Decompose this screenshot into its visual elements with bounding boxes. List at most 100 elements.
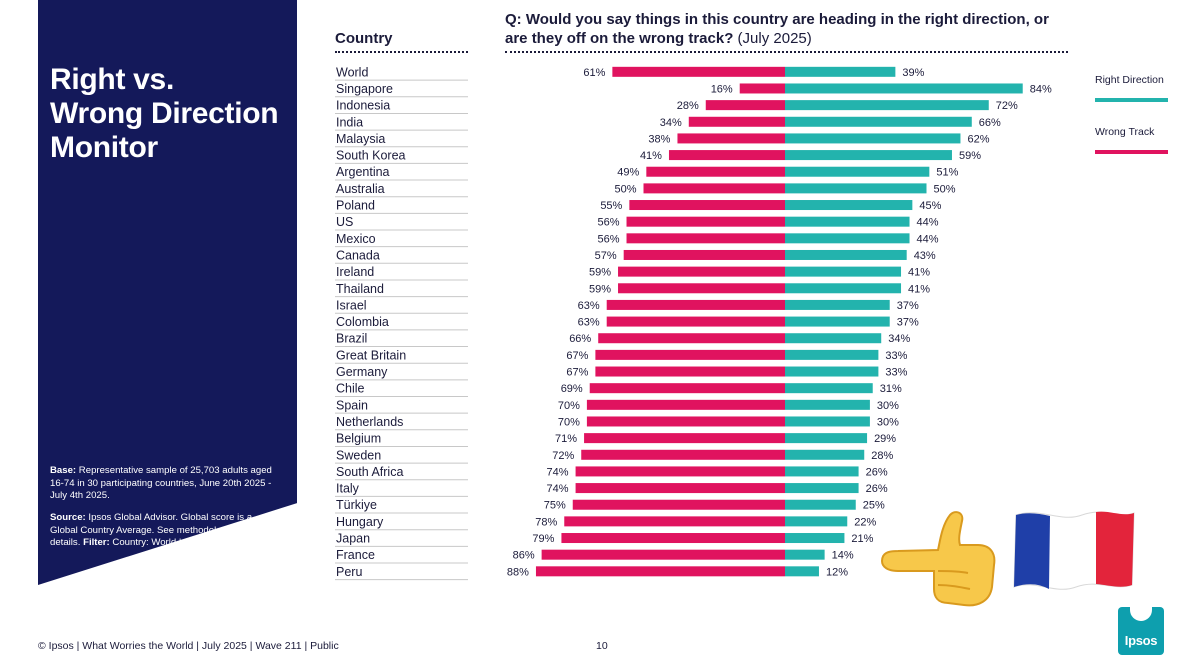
right-direction-value-label: 62% [967, 133, 989, 145]
right-direction-value-label: 51% [936, 167, 958, 179]
right-direction-bar [785, 399, 870, 410]
question-bold: Q: Would you say things in this country … [505, 11, 1049, 47]
wrong-track-value-label: 74% [547, 483, 569, 495]
country-label: Chile [336, 382, 365, 396]
wrong-track-value-label: 69% [561, 383, 583, 395]
right-direction-value-label: 34% [888, 333, 910, 345]
country-label: US [336, 215, 353, 229]
right-direction-bar [785, 100, 989, 111]
wrong-track-bar [606, 316, 785, 327]
legend-wrong-track-label: Wrong Track [1095, 126, 1155, 138]
right-direction-bar [785, 283, 902, 294]
right-direction-value-label: 44% [917, 233, 939, 245]
wrong-track-value-label: 50% [614, 183, 636, 195]
footer-text: © Ipsos | What Worries the World | July … [38, 640, 339, 652]
source-label: Source: [50, 512, 86, 523]
page-title: Right vs. Wrong Direction Monitor [50, 63, 279, 164]
question-divider [505, 51, 1068, 53]
right-direction-bar [785, 433, 868, 444]
right-direction-bar [785, 266, 902, 277]
wrong-track-value-label: 56% [597, 217, 619, 229]
wrong-track-bar [586, 399, 785, 410]
wrong-track-bar [643, 183, 785, 194]
country-label: Brazil [336, 332, 367, 346]
wrong-track-value-label: 28% [677, 100, 699, 112]
wrong-track-bar [575, 483, 785, 494]
country-label: Australia [336, 182, 385, 196]
wrong-track-bar [572, 499, 785, 510]
right-direction-bar [785, 116, 972, 127]
wrong-track-value-label: 34% [660, 117, 682, 129]
country-label: France [336, 548, 375, 562]
right-direction-value-label: 22% [854, 516, 876, 528]
right-direction-bar [785, 383, 873, 394]
wrong-track-bar [677, 133, 785, 144]
wrong-track-value-label: 78% [535, 516, 557, 528]
right-direction-bar [785, 333, 882, 344]
right-direction-value-label: 50% [934, 183, 956, 195]
right-direction-bar [785, 66, 896, 77]
question-date: (July 2025) [733, 30, 812, 47]
country-label: Japan [336, 532, 370, 546]
wrong-track-value-label: 49% [617, 167, 639, 179]
legend-right-direction-swatch [1095, 98, 1168, 102]
wrong-track-bar [629, 200, 785, 211]
right-direction-value-label: 26% [866, 483, 888, 495]
wrong-track-bar [688, 116, 785, 127]
country-label: Spain [336, 398, 368, 412]
base-label: Base: [50, 465, 77, 476]
country-label: Malaysia [336, 132, 385, 146]
country-label: Singapore [336, 82, 393, 96]
wrong-track-bar [598, 333, 785, 344]
right-direction-bar [785, 150, 952, 161]
question-text: Q: Would you say things in this country … [505, 10, 1065, 48]
wrong-track-value-label: 88% [507, 566, 529, 578]
wrong-track-value-label: 55% [600, 200, 622, 212]
wrong-track-value-label: 59% [589, 283, 611, 295]
country-label: Hungary [336, 515, 384, 529]
country-label: Peru [336, 565, 362, 579]
right-direction-bar [785, 549, 825, 560]
wrong-track-bar [626, 233, 785, 244]
wrong-track-bar [581, 449, 785, 460]
country-label: Israel [336, 298, 367, 312]
ipsos-logo: Ipsos [1118, 607, 1164, 655]
right-direction-bar [785, 233, 910, 244]
base-note: Base: Representative sample of 25,703 ad… [50, 465, 275, 503]
right-direction-value-label: 41% [908, 283, 930, 295]
right-direction-value-label: 12% [826, 566, 848, 578]
right-direction-bar [785, 449, 865, 460]
wrong-track-bar [606, 299, 785, 310]
right-direction-value-label: 59% [959, 150, 981, 162]
wrong-track-value-label: 86% [513, 550, 535, 562]
legend-wrong-track-swatch [1095, 150, 1168, 154]
source-text: Ipsos Global Advisor. Global score is a … [50, 512, 253, 549]
wrong-track-value-label: 70% [558, 400, 580, 412]
logo-notch [1130, 607, 1152, 621]
right-direction-bar [785, 166, 930, 177]
wrong-track-value-label: 75% [544, 500, 566, 512]
wrong-track-bar [618, 266, 785, 277]
country-label: Argentina [336, 165, 390, 179]
wrong-track-bar [561, 533, 785, 544]
right-direction-value-label: 31% [880, 383, 902, 395]
right-direction-bar [785, 366, 879, 377]
wrong-track-value-label: 67% [566, 350, 588, 362]
wrong-track-value-label: 57% [595, 250, 617, 262]
wrong-track-value-label: 74% [547, 466, 569, 478]
right-direction-bar [785, 316, 890, 327]
right-direction-bar [785, 133, 961, 144]
country-label: Colombia [336, 315, 389, 329]
right-direction-value-label: 44% [917, 217, 939, 229]
wrong-track-bar [575, 466, 785, 477]
right-direction-bar [785, 249, 907, 260]
page-number: 10 [596, 640, 608, 652]
country-label: Sweden [336, 448, 381, 462]
wrong-track-value-label: 59% [589, 267, 611, 279]
right-direction-value-label: 14% [832, 550, 854, 562]
country-label: World [336, 65, 368, 79]
wrong-track-bar [586, 416, 785, 427]
right-direction-bar [785, 516, 848, 527]
right-direction-bar [785, 299, 890, 310]
